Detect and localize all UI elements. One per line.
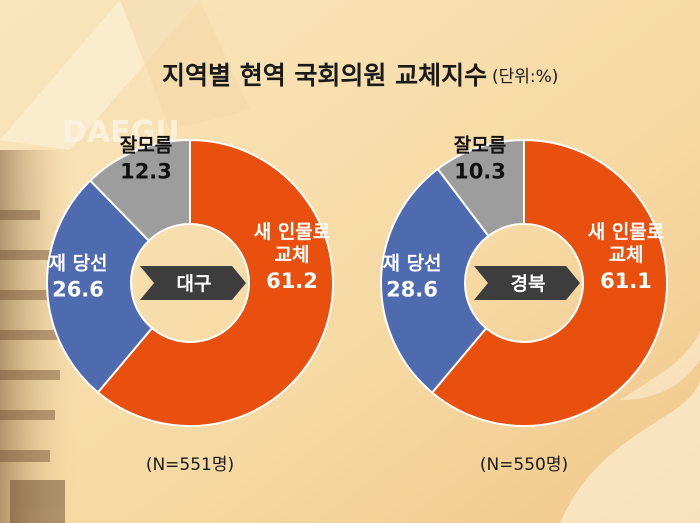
unit-label: (단위:%) <box>492 67 558 87</box>
slice-value-replace: 61.1 <box>600 269 652 293</box>
sample-size-note: (N=551명) <box>146 455 234 475</box>
slice-label-replace: 새 인물로 <box>588 221 665 243</box>
slice-label-replace: 교체 <box>275 244 310 266</box>
slice-label-reelect: 재 당선 <box>382 253 441 275</box>
chamber-seats <box>0 210 65 523</box>
slice-value-replace: 61.2 <box>266 269 318 293</box>
slice-label-replace: 새 인물로 <box>254 221 331 243</box>
swirl-shape-2 <box>620 330 700 400</box>
slice-value-reelect: 26.6 <box>52 278 104 302</box>
slice-label-unknown: 잘모름 <box>120 135 172 157</box>
slice-value-unknown: 12.3 <box>120 160 172 184</box>
sample-size-note: (N=550명) <box>480 455 568 475</box>
region-label: 대구 <box>177 273 212 295</box>
slice-label-reelect: 재 당선 <box>48 253 107 275</box>
slice-label-unknown: 잘모름 <box>454 135 506 157</box>
chart-title: 지역별 현역 국회의원 교체지수 <box>162 61 487 90</box>
slice-label-replace: 교체 <box>609 244 644 266</box>
slice-replace <box>430 138 668 427</box>
region-tag <box>140 266 246 300</box>
region-tag <box>474 266 580 300</box>
slice-value-unknown: 10.3 <box>454 160 506 184</box>
slice-reelect <box>46 179 154 394</box>
slice-unknown <box>88 138 191 243</box>
logo-shape-2 <box>120 0 250 130</box>
region-label: 경북 <box>511 273 546 295</box>
slice-unknown <box>436 138 525 238</box>
slice-value-reelect: 28.6 <box>386 278 438 302</box>
swirl-shape <box>560 380 700 523</box>
slice-reelect <box>380 167 490 395</box>
slice-replace <box>96 138 334 427</box>
